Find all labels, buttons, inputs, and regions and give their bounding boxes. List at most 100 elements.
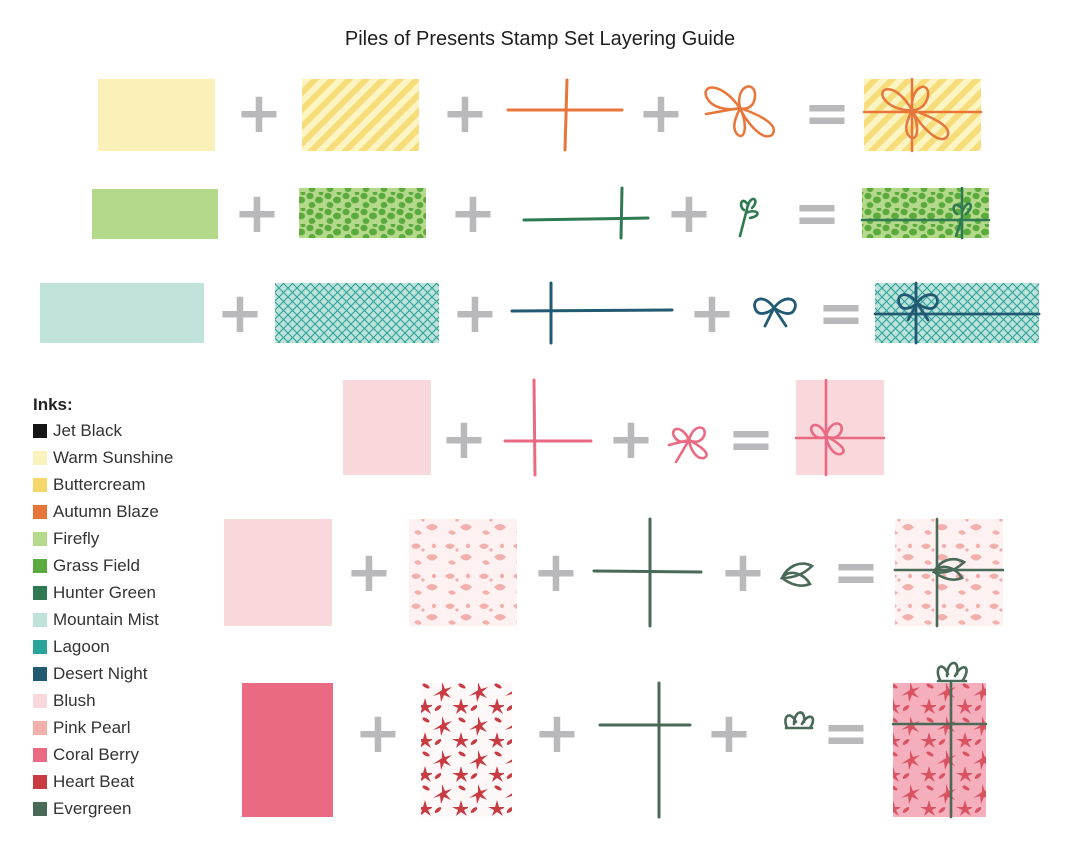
ink-legend-item: Lagoon [33, 633, 173, 660]
ink-name: Mountain Mist [53, 609, 159, 629]
ink-name: Hunter Green [53, 582, 156, 602]
ink-legend-item: Hunter Green [33, 579, 173, 606]
ink-name: Blush [53, 690, 96, 710]
row2-pattern-layer [299, 188, 426, 238]
ink-name: Jet Black [53, 420, 122, 440]
row3-result [873, 281, 1041, 345]
row4-result [794, 378, 886, 477]
row6-base-layer [242, 683, 333, 817]
page-title: Piles of Presents Stamp Set Layering Gui… [344, 28, 736, 50]
plus-sign: + [638, 81, 685, 146]
plus-sign: + [533, 540, 580, 605]
ink-legend-item: Buttercream [33, 471, 173, 498]
ink-legend-item: Jet Black [33, 417, 173, 444]
ink-name: Pink Pearl [53, 717, 131, 737]
row5-pattern-layer [409, 519, 517, 626]
row1-base-layer [98, 79, 215, 151]
ink-swatch [33, 639, 47, 654]
ink-name: Warm Sunshine [53, 447, 174, 467]
equals-sign: = [804, 81, 851, 146]
ink-legend-item: Warm Sunshine [33, 444, 173, 471]
row4-bow-layer [667, 426, 708, 464]
ink-legend-item: Mountain Mist [33, 606, 173, 633]
plus-sign: + [450, 181, 497, 246]
ink-legend-item: Coral Berry [33, 741, 173, 768]
ink-legend-item: Heart Beat [33, 768, 173, 795]
row6-bow-layer [784, 711, 815, 730]
operators: + + + = + + + = + + + = + + = + + + = + + + = [217, 81, 880, 766]
ink-legend-item: Evergreen [33, 795, 173, 822]
row1-bow-layer [704, 85, 775, 138]
row2-base-layer [92, 189, 218, 239]
row3-base-layer [40, 283, 204, 343]
row5-result [893, 517, 1005, 628]
row5-bow-layer [779, 562, 815, 587]
ink-swatch [33, 531, 47, 546]
ink-legend: Inks: Jet Black Warm Sunshine Buttercream A… [33, 393, 173, 822]
ink-swatch [33, 747, 47, 762]
row6-ribbon-layer [598, 681, 692, 819]
plus-sign: + [346, 540, 393, 605]
plus-sign: + [534, 701, 581, 766]
plus-sign: + [442, 81, 489, 146]
inks-heading: Inks: [33, 395, 73, 414]
ink-swatch [33, 666, 47, 681]
ink-name: Coral Berry [53, 744, 139, 764]
equals-sign: = [823, 701, 870, 766]
ink-swatch [33, 504, 47, 519]
ink-name: Firefly [53, 528, 100, 548]
row4-base-layer [343, 380, 431, 475]
ink-legend-item: Grass Field [33, 552, 173, 579]
plus-sign: + [666, 181, 713, 246]
row1-result [862, 77, 983, 153]
ink-legend-item: Autumn Blaze [33, 498, 173, 525]
row1-ribbon-layer [506, 78, 624, 152]
row2-result [860, 186, 991, 240]
ink-swatch [33, 558, 47, 573]
ink-name: Grass Field [53, 555, 140, 575]
plus-sign: + [689, 281, 736, 346]
row3-bow-layer [753, 297, 797, 328]
equals-sign: = [818, 281, 865, 346]
row6-pattern-layer [421, 683, 512, 817]
ink-name: Evergreen [53, 798, 132, 818]
ink-swatch [33, 450, 47, 465]
row5-ribbon-layer [592, 517, 703, 628]
plus-sign: + [608, 407, 655, 472]
ink-swatch [33, 477, 47, 492]
plus-sign: + [441, 407, 488, 472]
ink-swatch [33, 423, 47, 438]
plus-sign: + [720, 540, 767, 605]
row6-result [891, 661, 988, 819]
plus-sign: + [217, 281, 264, 346]
row2-ribbon-layer [522, 186, 650, 240]
plus-sign: + [706, 701, 753, 766]
row1-pattern-layer [302, 79, 419, 151]
plus-sign: + [234, 181, 281, 246]
row4-ribbon-layer [503, 378, 593, 477]
ink-swatch [33, 774, 47, 789]
plus-sign: + [355, 701, 402, 766]
ink-swatch [33, 720, 47, 735]
ink-swatch [33, 585, 47, 600]
ink-name: Lagoon [53, 636, 110, 656]
ink-name: Heart Beat [53, 771, 135, 791]
row3-pattern-layer [275, 283, 439, 343]
ink-legend-item: Desert Night [33, 660, 173, 687]
ink-legend-item: Pink Pearl [33, 714, 173, 741]
ink-swatch [33, 693, 47, 708]
ink-legend-item: Blush [33, 687, 173, 714]
ink-swatch [33, 801, 47, 816]
row5-base-layer [224, 519, 332, 626]
plus-sign: + [452, 281, 499, 346]
equals-sign: = [728, 407, 775, 472]
equals-sign: = [833, 540, 880, 605]
ink-legend-item: Firefly [33, 525, 173, 552]
plus-sign: + [236, 81, 283, 146]
row2-bow-layer [738, 197, 759, 238]
ink-name: Buttercream [53, 474, 146, 494]
ink-name: Desert Night [53, 663, 148, 683]
ink-swatch [33, 612, 47, 627]
ink-name: Autumn Blaze [53, 501, 159, 521]
